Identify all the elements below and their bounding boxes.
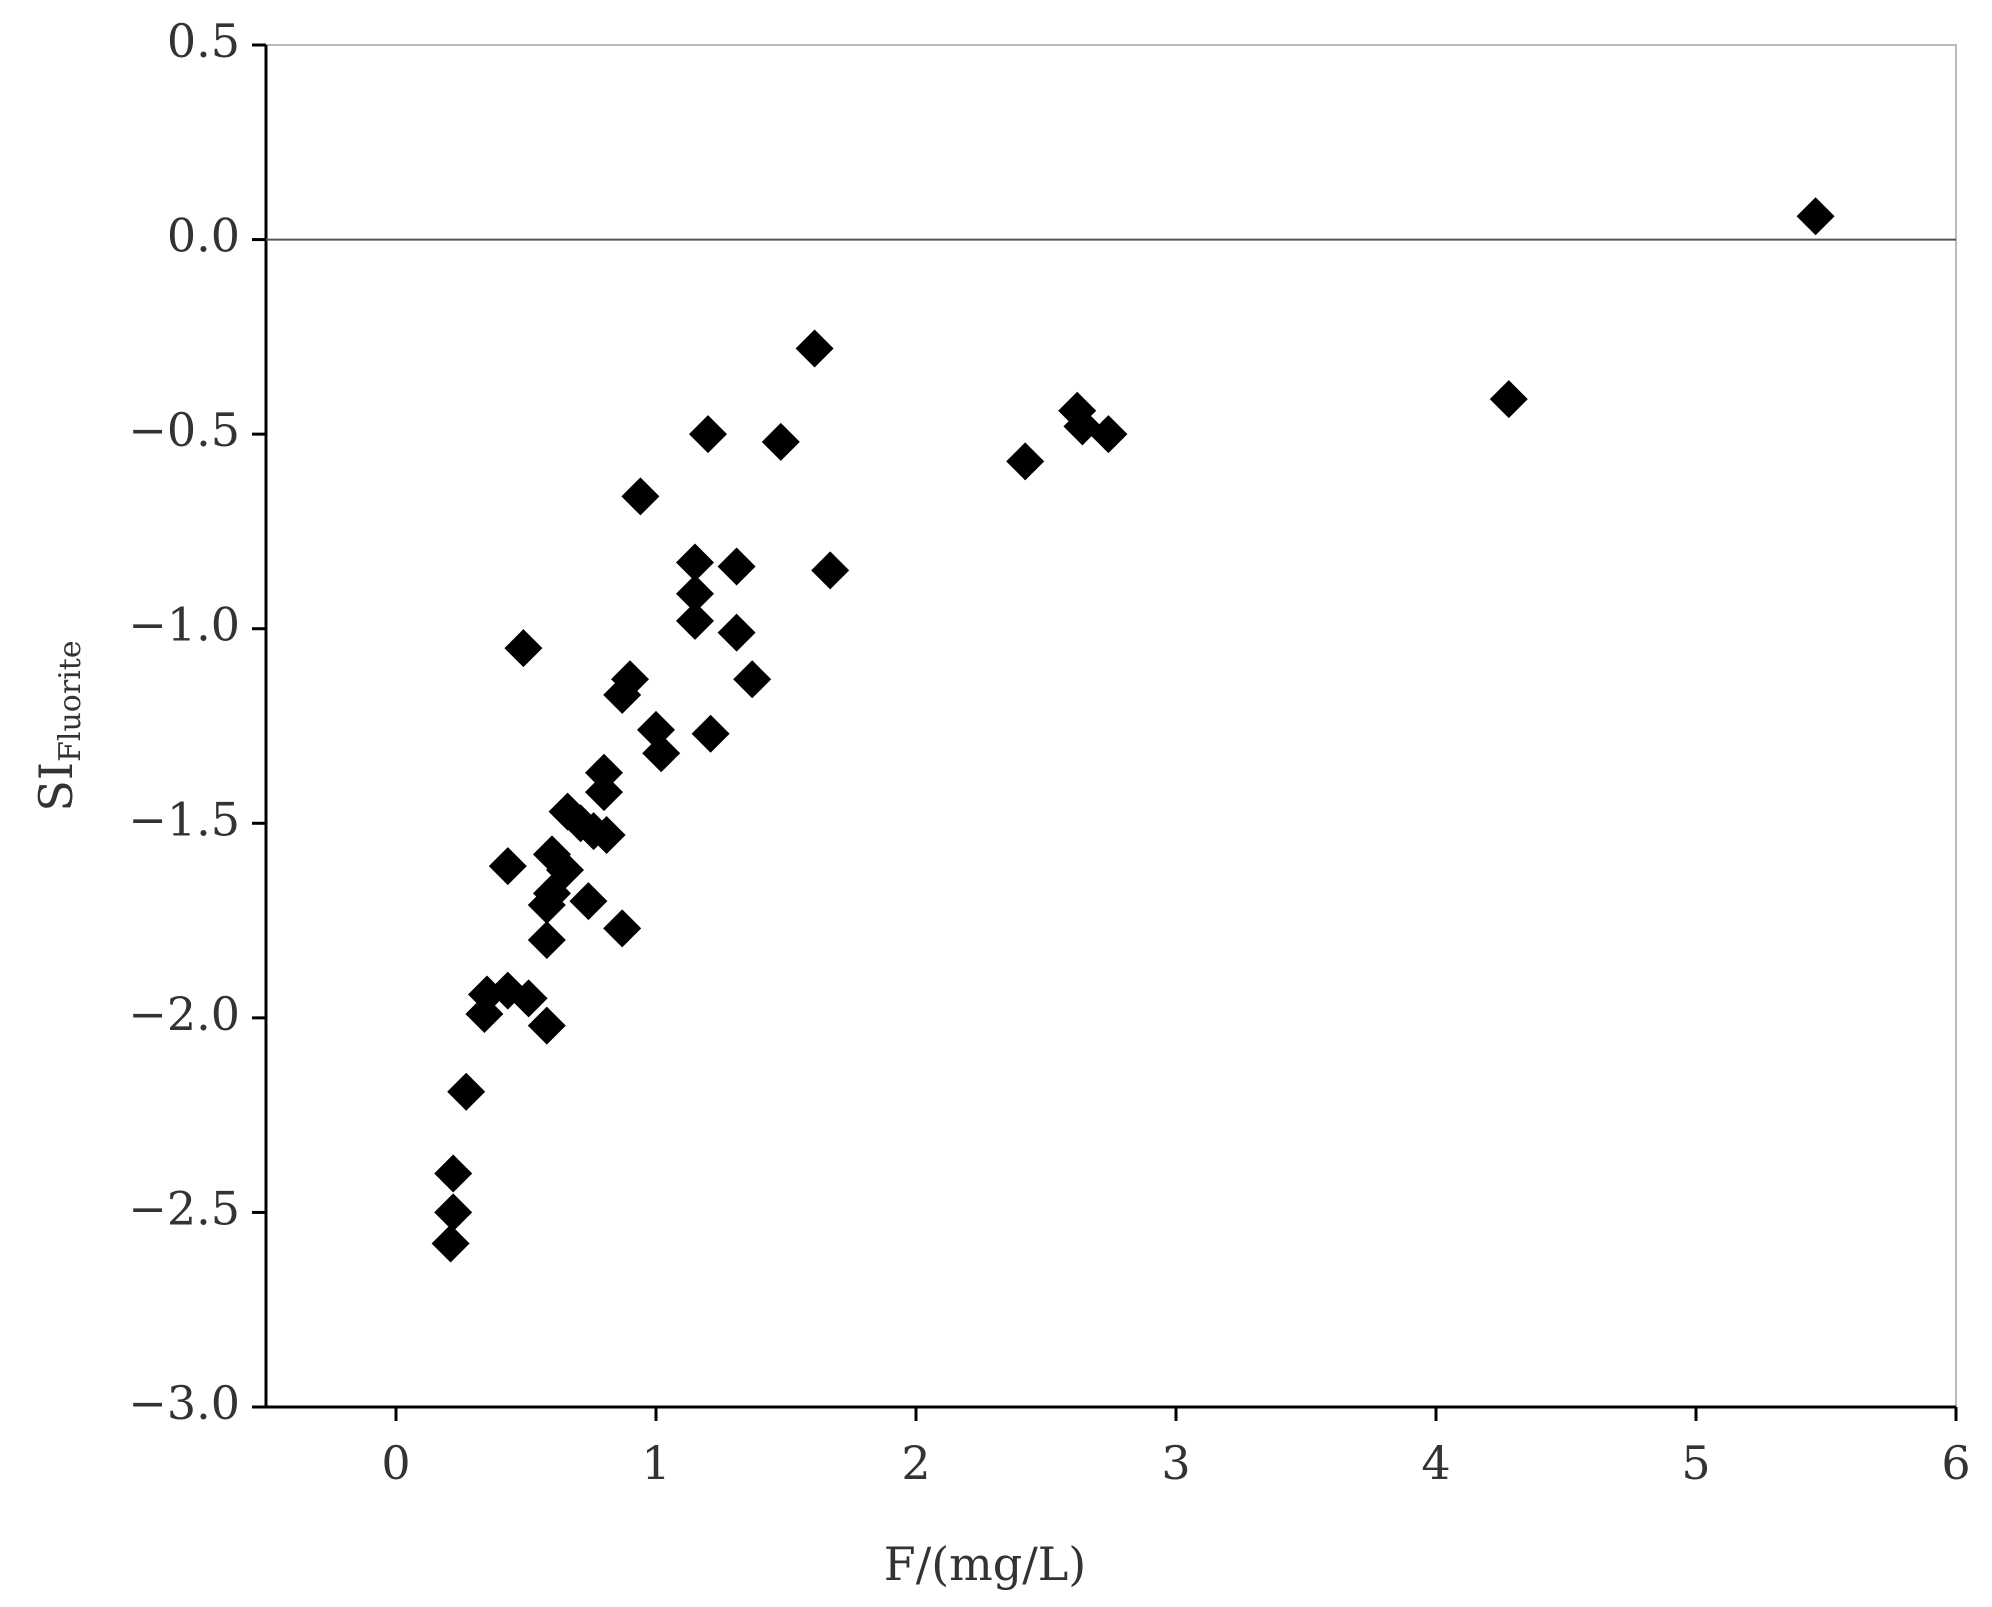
data-point xyxy=(691,714,730,753)
y-tick-label: −3.0 xyxy=(128,1376,240,1430)
data-point xyxy=(504,629,543,668)
y-tick-label: 0.0 xyxy=(167,209,240,263)
data-point xyxy=(465,994,504,1033)
data-point xyxy=(733,660,772,699)
x-tick-label: 2 xyxy=(901,1436,930,1490)
data-point xyxy=(795,329,834,368)
data-point xyxy=(434,1154,473,1193)
data-point xyxy=(689,415,727,454)
data-point xyxy=(569,882,608,921)
data-point xyxy=(761,422,800,461)
data-point xyxy=(527,921,566,960)
data-point xyxy=(603,909,642,948)
y-tick-label: −1.0 xyxy=(128,598,240,652)
data-point xyxy=(585,773,623,812)
data-point xyxy=(603,675,642,714)
y-label-sub: Fluorite xyxy=(53,640,88,762)
y-axis-label: SIFluorite xyxy=(29,640,88,811)
data-point xyxy=(642,734,681,773)
data-point xyxy=(676,574,714,613)
data-point xyxy=(587,815,626,854)
data-point xyxy=(527,1006,566,1045)
plot-frame xyxy=(265,44,1957,1408)
data-point xyxy=(1796,197,1835,236)
data-point xyxy=(509,979,548,1018)
data-point xyxy=(447,1072,486,1111)
data-point xyxy=(488,847,527,886)
x-tick-label: 3 xyxy=(1161,1436,1190,1490)
y-tick-label: −1.5 xyxy=(128,792,240,846)
data-point xyxy=(1489,380,1528,419)
data-point xyxy=(621,477,660,516)
x-tick-label: 6 xyxy=(1941,1436,1970,1490)
data-point xyxy=(434,1193,473,1232)
x-tick-label: 0 xyxy=(381,1436,410,1490)
y-tick-label: −2.0 xyxy=(128,987,240,1041)
data-point xyxy=(676,601,714,640)
data-point xyxy=(676,543,714,582)
data-point xyxy=(1089,415,1128,454)
data-point xyxy=(717,613,756,652)
y-tick-label: −2.5 xyxy=(128,1181,240,1235)
data-point xyxy=(527,886,566,925)
y-label-main: SI xyxy=(29,762,83,812)
data-point xyxy=(1006,442,1045,481)
x-tick-label: 4 xyxy=(1421,1436,1450,1490)
data-point xyxy=(717,547,756,586)
x-tick-label: 1 xyxy=(641,1436,670,1490)
data-point xyxy=(811,551,850,590)
y-tick-label: 0.5 xyxy=(167,14,240,68)
y-tick-label: −0.5 xyxy=(128,403,240,457)
x-tick-label: 5 xyxy=(1681,1436,1710,1490)
data-point xyxy=(431,1224,470,1263)
x-axis-label: F/(mg/L) xyxy=(884,1537,1086,1591)
data-point xyxy=(585,753,623,792)
